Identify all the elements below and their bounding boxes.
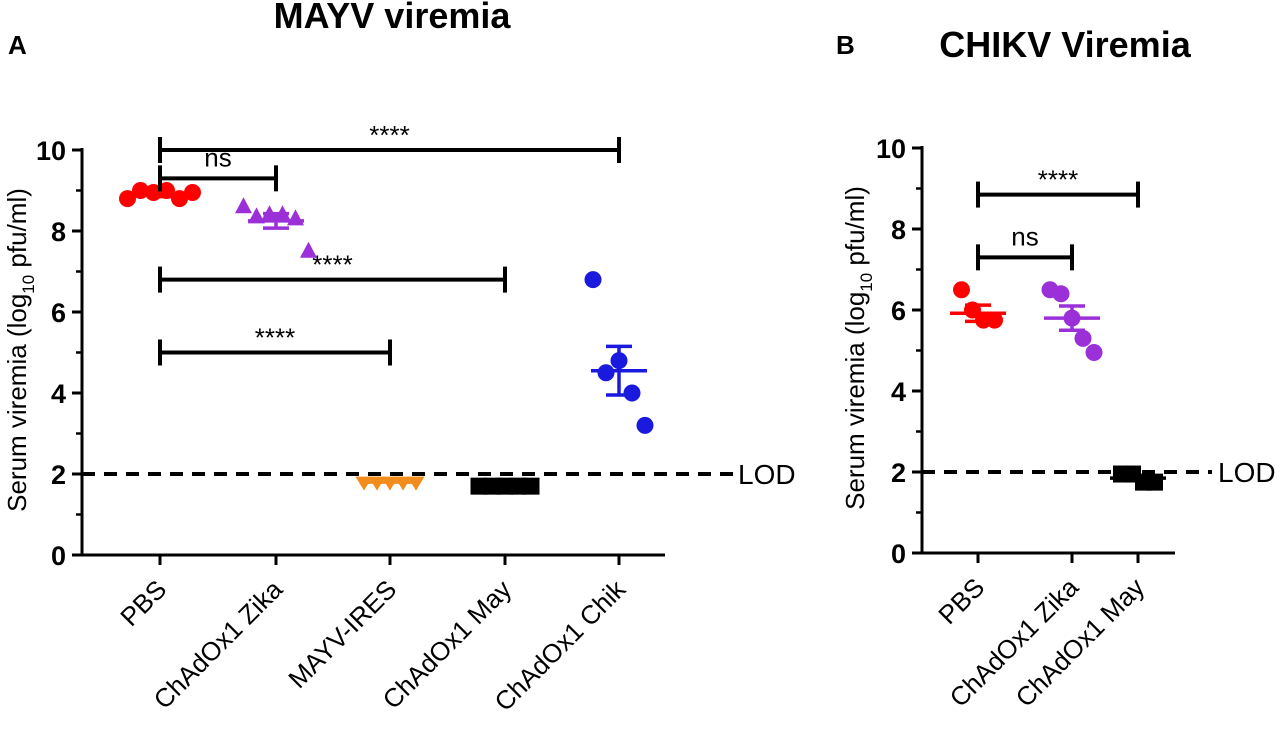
data-point xyxy=(235,197,252,214)
data-point xyxy=(623,384,641,402)
x-tick-label: PBS xyxy=(932,572,990,630)
data-point xyxy=(1052,285,1070,303)
panel-a-ylabel-after: pfu/ml) xyxy=(2,188,32,275)
data-point xyxy=(953,281,970,299)
panel-a-y-axis-label: Serum viremia (log10 pfu/ml) xyxy=(2,188,38,512)
data-point xyxy=(1146,473,1163,491)
data-point xyxy=(287,209,304,226)
y-tick-label: 2 xyxy=(51,460,66,490)
data-point xyxy=(1085,344,1103,362)
y-tick-label: 6 xyxy=(891,296,906,326)
x-tick-label: MAYV-IRES xyxy=(282,574,402,694)
y-tick-label: 0 xyxy=(51,541,66,571)
significance-label: **** xyxy=(312,250,352,280)
lod-label: LOD xyxy=(1218,457,1276,488)
x-tick-label: PBS xyxy=(114,574,172,632)
data-point xyxy=(597,364,615,382)
significance-label: **** xyxy=(255,323,295,353)
panel-b-letter: B xyxy=(836,30,855,60)
panel-b-title: CHIKV Viremia xyxy=(939,24,1191,65)
data-point xyxy=(184,184,201,202)
panel-a-title: MAYV viremia xyxy=(274,0,512,36)
data-point xyxy=(636,416,654,434)
significance-label: ns xyxy=(204,142,231,172)
y-tick-label: 4 xyxy=(891,377,906,407)
panel-a-ylabel-sub: 10 xyxy=(19,275,38,294)
data-point xyxy=(300,241,317,258)
significance-label: **** xyxy=(1038,165,1078,195)
panel-b-ylabel-sub: 10 xyxy=(857,273,876,292)
y-tick-label: 10 xyxy=(36,136,66,166)
panel-a-letter: A xyxy=(8,30,27,60)
panel-b-ylabel-before: Serum viremia (log xyxy=(840,292,870,510)
y-tick-label: 0 xyxy=(891,539,906,569)
data-point xyxy=(119,190,136,208)
y-tick-label: 10 xyxy=(876,134,906,164)
y-tick-label: 8 xyxy=(51,217,66,247)
panel-b-ylabel-after: pfu/ml) xyxy=(840,186,870,273)
y-tick-label: 6 xyxy=(51,298,66,328)
significance-label: ns xyxy=(1011,221,1038,251)
data-point xyxy=(1074,329,1092,347)
data-point xyxy=(986,311,1003,329)
y-tick-label: 4 xyxy=(51,379,66,409)
significance-label: **** xyxy=(369,120,409,150)
y-tick-label: 8 xyxy=(891,215,906,245)
panel-b-y-axis-label: Serum viremia (log10 pfu/ml) xyxy=(840,186,876,510)
y-tick-label: 2 xyxy=(891,458,906,488)
panel-a-ylabel-before: Serum viremia (log xyxy=(2,294,32,512)
lod-label: LOD xyxy=(738,459,796,490)
data-point xyxy=(584,271,602,289)
